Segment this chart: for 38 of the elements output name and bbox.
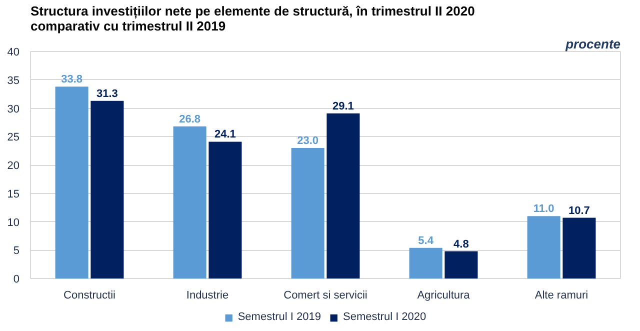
y-tick-label: 20 <box>7 160 20 172</box>
legend-label: Semestrul I 2019 <box>238 311 321 323</box>
x-tick-label: Agricultura <box>417 290 471 302</box>
bar <box>90 100 124 278</box>
data-label: 26.8 <box>179 113 201 126</box>
data-label: 4.8 <box>454 238 469 250</box>
data-label: 24.1 <box>214 128 236 141</box>
y-tick-label: 30 <box>7 103 20 116</box>
x-tick-label: Alte ramuri <box>534 290 588 302</box>
y-tick-label: 40 <box>7 46 20 58</box>
data-label: 33.8 <box>61 74 83 86</box>
data-label: 5.4 <box>418 234 434 247</box>
legend-label: Semestrul I 2020 <box>343 311 426 323</box>
y-tick-label: 15 <box>7 188 20 200</box>
y-tick-label: 35 <box>7 74 20 87</box>
bar <box>444 251 478 278</box>
x-tick-label: Constructii <box>64 290 116 302</box>
x-tick-label: Industrie <box>186 290 229 302</box>
annotation: procente <box>564 36 621 52</box>
bar <box>291 148 324 278</box>
y-tick-label: 10 <box>7 216 20 229</box>
data-label: 31.3 <box>96 88 118 100</box>
bar <box>55 86 88 278</box>
bar <box>208 142 242 278</box>
bar <box>527 216 560 278</box>
bar <box>409 248 442 278</box>
y-tick-label: 25 <box>7 132 20 144</box>
data-label: 10.7 <box>568 204 590 217</box>
bar <box>326 113 360 278</box>
data-label: 29.1 <box>332 100 354 112</box>
y-tick-label: 0 <box>13 274 20 286</box>
bar <box>173 126 206 278</box>
x-tick-label: Comert si servicii <box>284 290 368 302</box>
y-tick-label: 5 <box>13 245 20 258</box>
data-label: 11.0 <box>533 203 554 216</box>
bar <box>562 218 596 278</box>
chart-title: Structura investițiilor nete pe elemente de structură, în trimestrul II 2020 comparativ cu trimestrul II 2019 <box>30 4 475 34</box>
data-label: 23.0 <box>297 134 319 147</box>
